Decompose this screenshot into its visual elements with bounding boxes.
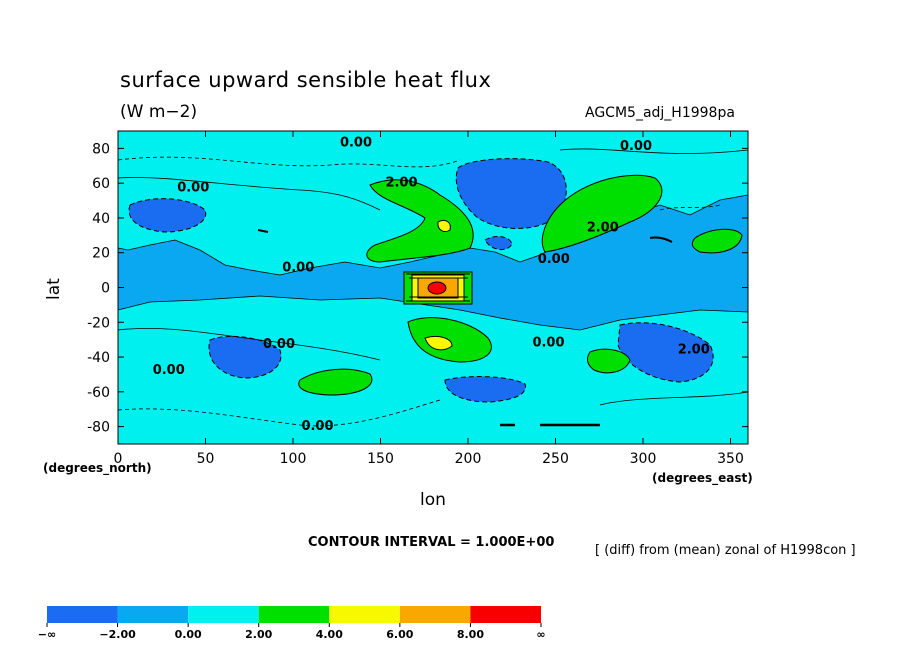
colorbar-swatch	[470, 606, 541, 623]
contour-label: 0.00	[282, 261, 314, 276]
x-tick-label: 100	[280, 451, 307, 467]
contour-label: 0.00	[620, 139, 652, 154]
colorbar-swatch	[258, 606, 330, 623]
y-tick-label: 80	[92, 141, 110, 157]
axes: 0 50 100 150 200 250 300 350806040200-20-40-60-…	[87, 131, 748, 467]
colorbar-swatch	[329, 606, 400, 623]
contour-label: 0.00	[340, 135, 372, 150]
contour-interval: CONTOUR INTERVAL = 1.000E+00	[308, 535, 555, 550]
contour-label: 0.00	[263, 337, 295, 352]
green-region-north-central	[366, 179, 474, 263]
colorbar-swatch	[47, 606, 118, 623]
y-tick-label: -40	[87, 350, 110, 366]
x-axis-label: lon	[420, 490, 446, 510]
x-tick-label: 350	[717, 451, 744, 467]
yellow-spot-south	[424, 335, 453, 351]
contour-field	[118, 131, 748, 444]
chart-units: (W m−2)	[120, 102, 198, 122]
blue-blob-north-pacific	[455, 158, 567, 229]
contour-label: 2.00	[385, 175, 417, 190]
difference-note: [ (diff) from (mean) zonal of H1998con ]	[595, 543, 856, 558]
colorbar-label: 2.00	[245, 628, 272, 641]
green-region-south-east	[586, 348, 631, 374]
colorbar-swatch	[117, 606, 189, 623]
colorbar-swatch	[188, 606, 259, 623]
blue-blobs	[128, 158, 714, 403]
yellow-spot-north	[437, 219, 451, 233]
contour-labels: 0.00 0.00 0.00 2.00 2.00 0.00 0.00 0.00 0.00 2.00…	[153, 135, 710, 433]
y-tick-label: -80	[87, 420, 110, 436]
x-tick-label: 0	[114, 451, 123, 467]
yellow-spots	[424, 219, 453, 351]
equatorial-anomaly	[403, 271, 473, 305]
chart-title: surface upward sensible heat flux	[120, 68, 492, 92]
colorbar-swatch	[399, 606, 471, 623]
x-tick-label: 300	[630, 451, 657, 467]
green-region-south-west	[298, 368, 373, 396]
contour-label: 0.00	[153, 363, 185, 378]
x-axis-unit: (degrees_east)	[652, 471, 753, 485]
x-tick-label: 150	[367, 451, 394, 467]
contour-lines	[118, 148, 748, 427]
blue-blob-small	[484, 236, 513, 250]
x-tick-label: 50	[197, 451, 215, 467]
blue-blob-south-east	[617, 322, 714, 383]
colorbar-label: 0.00	[175, 628, 202, 641]
contour-label: 0.00	[301, 419, 333, 434]
contour-label: 0.00	[177, 181, 209, 196]
contour-label: 2.00	[678, 342, 710, 357]
green-region-far-east	[691, 228, 743, 254]
colorbar-label: −2.00	[99, 628, 136, 641]
y-tick-label: 40	[92, 211, 110, 227]
y-tick-label: -60	[87, 385, 110, 401]
colorbar-label: 8.00	[457, 628, 484, 641]
run-name: AGCM5_adj_H1998pa	[585, 105, 735, 121]
blue-blob-south-pacific	[444, 376, 526, 403]
x-tick-label: 200	[455, 451, 482, 467]
y-axis-unit: (degrees_north)	[43, 461, 152, 475]
colorbar-label: 4.00	[316, 628, 343, 641]
contour-label: 0.00	[532, 335, 564, 350]
blue-blob-north-west	[128, 198, 207, 233]
colorbar-label: 6.00	[386, 628, 413, 641]
y-tick-label: 20	[92, 246, 110, 262]
colorbar-label: ∞	[536, 628, 545, 641]
contour-label: 0.00	[538, 252, 570, 267]
green-regions	[298, 174, 743, 396]
blue-blob-south-west	[208, 335, 282, 379]
green-region-south-central	[407, 317, 492, 363]
southern-cyan-band	[118, 295, 748, 444]
x-tick-label: 250	[542, 451, 569, 467]
colorbar-label: −∞	[38, 628, 56, 641]
green-region-north-east	[541, 174, 663, 253]
colorbar: −∞ −2.00 0.00 2.00 4.00 6.00 8.00 ∞	[38, 606, 546, 641]
contour-label: 2.00	[587, 221, 619, 236]
y-tick-label: 60	[92, 176, 110, 192]
y-tick-label: -20	[87, 315, 110, 331]
y-tick-label: 0	[101, 281, 110, 297]
